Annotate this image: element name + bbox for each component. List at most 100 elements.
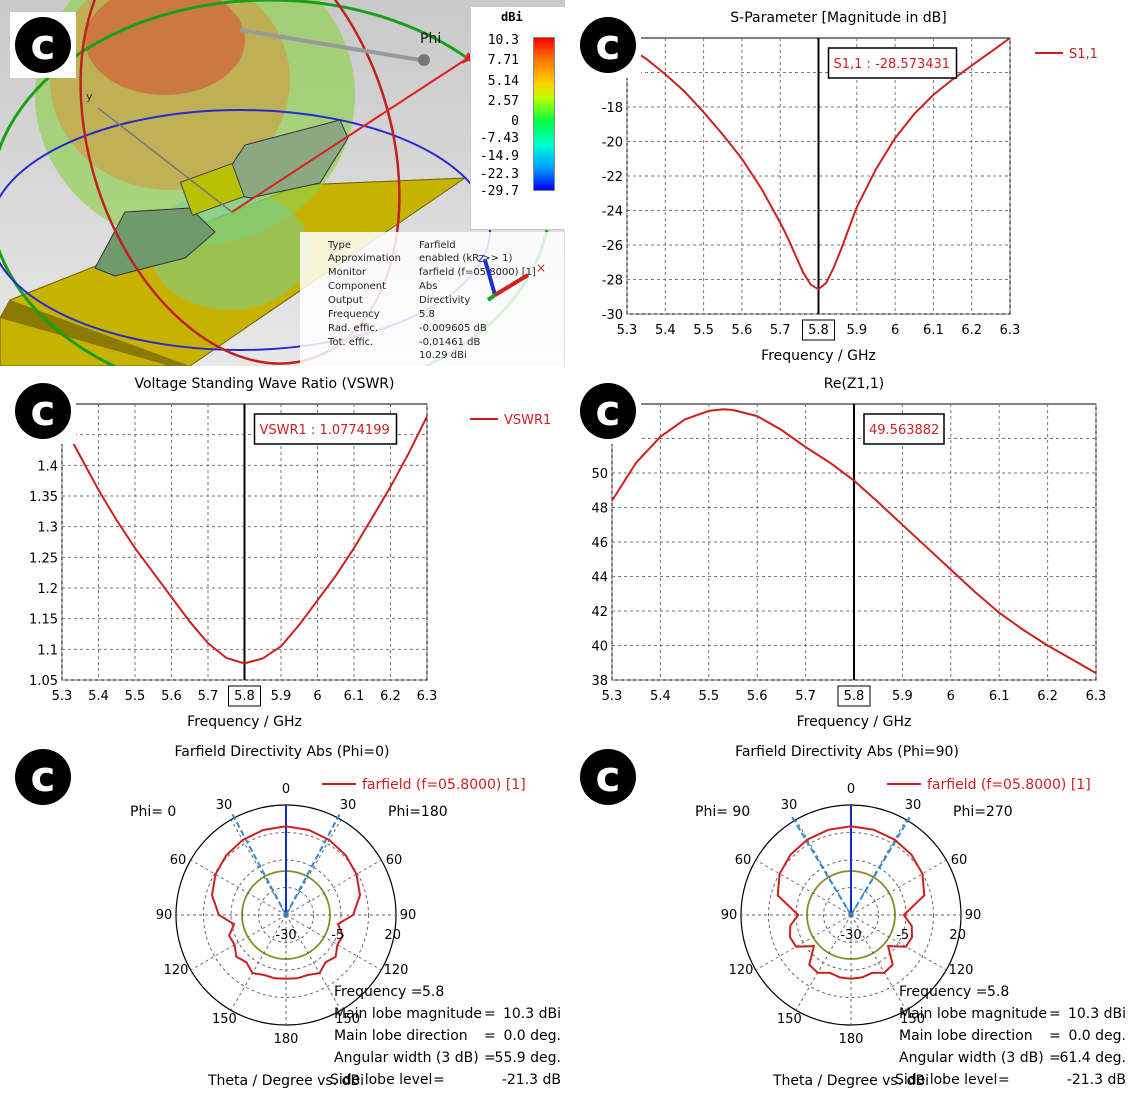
rez-chart[interactable]: 5.3 5.4 5.5 5.6 5.7 5.8 5.9 6 6.1 6.2 6.3 38 40 42 44 4… xyxy=(565,366,1130,732)
polar-spoke xyxy=(850,914,947,971)
legend-value: -14.9 xyxy=(479,149,519,164)
info-key: Frequency xyxy=(328,309,380,320)
polar-spoke xyxy=(230,914,287,1011)
legend-value: 10.3 xyxy=(487,33,519,48)
y-tick-label: -30 xyxy=(602,308,623,323)
x-axis-label: Frequency / GHz xyxy=(761,348,876,364)
phi-label: Phi xyxy=(420,31,441,47)
stats-value: -21.3 dB xyxy=(1067,1072,1126,1088)
angle-tick-label: 30 xyxy=(905,798,922,813)
stats-key: Frequency = xyxy=(899,984,988,1000)
angle-tick-label: 60 xyxy=(170,853,187,868)
phi-right-label: Phi=180 xyxy=(388,804,448,820)
x-axis-label: Theta / Degree vs. dBi xyxy=(772,1073,929,1089)
beamwidth-line xyxy=(230,812,287,916)
marker-tick-box xyxy=(802,319,835,341)
polar0-chart[interactable]: Farfield Directivity Abs (Phi=0) farfield… xyxy=(0,732,565,1098)
s11-chart[interactable]: 5.3 5.4 5.5 5.6 5.7 5.8 5.9 6 6.1 6.2 6.3 -30 -28 -26… xyxy=(565,0,1130,366)
polar0-chart-panel: Farfield Directivity Abs (Phi=0) farfield… xyxy=(0,732,565,1098)
legend-label: S1,1 xyxy=(1069,47,1098,62)
ring-value-label: 20 xyxy=(384,928,401,943)
polar-spoke xyxy=(190,914,287,971)
info-value: 10.29 dBi xyxy=(419,350,467,361)
polar-grid-ring xyxy=(203,832,369,998)
y-tick-label: 44 xyxy=(591,571,608,586)
angle-tick-label: 60 xyxy=(386,853,403,868)
vswr-chart[interactable]: 5.3 5.4 5.5 5.6 5.7 5.8 5.9 6 6.1 6.2 6.3 1.05 1.1 1.… xyxy=(0,366,565,732)
x-tick-label: 6.2 xyxy=(380,689,401,704)
polar-grid-ring xyxy=(258,887,314,943)
marker-label: VSWR1 : 1.0774199 xyxy=(260,423,390,438)
beamwidth-line xyxy=(285,812,342,916)
stats-value: 5.8 xyxy=(422,984,444,1000)
axis-x-cross-icon: × xyxy=(536,261,546,275)
angle-tick-label: 120 xyxy=(949,963,974,978)
legend-value: 0 xyxy=(511,114,519,129)
angle-tick-label: 30 xyxy=(216,798,233,813)
stats-key: Main lobe direction xyxy=(334,1028,468,1044)
angle-tick-label: 90 xyxy=(156,908,173,923)
stats-value: 55.9 deg. xyxy=(495,1050,561,1066)
polar90-chart[interactable]: Farfield Directivity Abs (Phi=90) farfiel… xyxy=(565,732,1130,1098)
x-tick-label: 5.7 xyxy=(770,323,791,338)
chart-title: Farfield Directivity Abs (Phi=90) xyxy=(735,744,959,760)
x-tick-label: 5.6 xyxy=(747,689,768,704)
copyright-icon: c xyxy=(575,744,641,810)
stats-equals: = xyxy=(998,1072,1010,1088)
marker-label-box xyxy=(253,413,398,445)
x-tick-label: 5.4 xyxy=(655,323,676,338)
farfield-3d-render: Phi y xyxy=(0,0,552,366)
x-tick-label: 5.8 xyxy=(808,323,829,338)
chart-title: S-Parameter [Magnitude in dB] xyxy=(730,10,946,26)
chart-title: Re(Z1,1) xyxy=(824,376,885,392)
angle-tick-label: 60 xyxy=(951,853,968,868)
angle-tick-label: 180 xyxy=(839,1032,864,1047)
stats-equals: = xyxy=(433,1072,445,1088)
pattern-curve xyxy=(210,825,362,980)
axes-gizmo: z × xyxy=(478,251,546,302)
angle-tick-label: 150 xyxy=(335,1012,360,1027)
y-tick-label: 1.2 xyxy=(37,582,58,597)
angle-tick-label: 0 xyxy=(847,782,855,797)
info-key: Rad. effic. xyxy=(328,323,379,334)
x-tick-label: 5.5 xyxy=(693,323,714,338)
info-value: -0.009605 dB xyxy=(419,323,487,334)
marker-label-box xyxy=(827,47,958,79)
polar-grid-ring xyxy=(768,832,934,998)
info-value: Abs xyxy=(419,281,438,292)
stats-key: Frequency = xyxy=(334,984,423,1000)
series-line xyxy=(626,37,1011,291)
x-tick-label: 6.1 xyxy=(989,689,1010,704)
y-tick-label: 1.35 xyxy=(29,490,58,505)
x-tick-label: 5.9 xyxy=(271,689,292,704)
marker-tick-box xyxy=(228,685,261,707)
x-tick-label: 6 xyxy=(313,689,321,704)
angle-tick-label: 120 xyxy=(164,963,189,978)
beamwidth-line xyxy=(850,815,912,916)
polar-spoke xyxy=(795,914,852,1011)
legend-value: -22.3 xyxy=(479,167,519,182)
marker-label: 49.563882 xyxy=(869,423,939,438)
y-tick-label: -26 xyxy=(602,239,623,254)
phi-right-label: Phi=270 xyxy=(953,804,1013,820)
legend-unit: dBi xyxy=(501,10,523,24)
stats-key: Main lobe magnitude xyxy=(334,1006,482,1022)
angle-tick-label: 150 xyxy=(212,1012,237,1027)
stats-value: 10.3 dBi xyxy=(503,1006,561,1022)
info-value: Farfield xyxy=(419,240,456,251)
y-tick-label: 1.05 xyxy=(29,674,58,689)
farfield-3d-view[interactable]: Phi y c dBi 10.3 7.71 5.14 2.57 0 -7.43 … xyxy=(0,0,565,366)
y-tick-label: 1.4 xyxy=(37,459,58,474)
ring-value-label: -5 xyxy=(331,928,344,943)
polar-spoke xyxy=(285,914,342,1011)
y-tick-label: 38 xyxy=(591,674,608,689)
x-tick-label: 5.6 xyxy=(161,689,182,704)
y-tick-label: 42 xyxy=(591,605,608,620)
phi-circle-blue xyxy=(0,109,491,351)
color-scale-legend: dBi 10.3 7.71 5.14 2.57 0 -7.43 -14.9 -2… xyxy=(470,6,565,230)
info-key: Output xyxy=(328,295,363,306)
stats-value: -21.3 dB xyxy=(502,1072,561,1088)
farfield-info-box: Type Farfield Approximation enabled (kR … xyxy=(300,232,564,366)
y-tick-label: 1.1 xyxy=(37,643,58,658)
x-tick-label: 6 xyxy=(947,689,955,704)
